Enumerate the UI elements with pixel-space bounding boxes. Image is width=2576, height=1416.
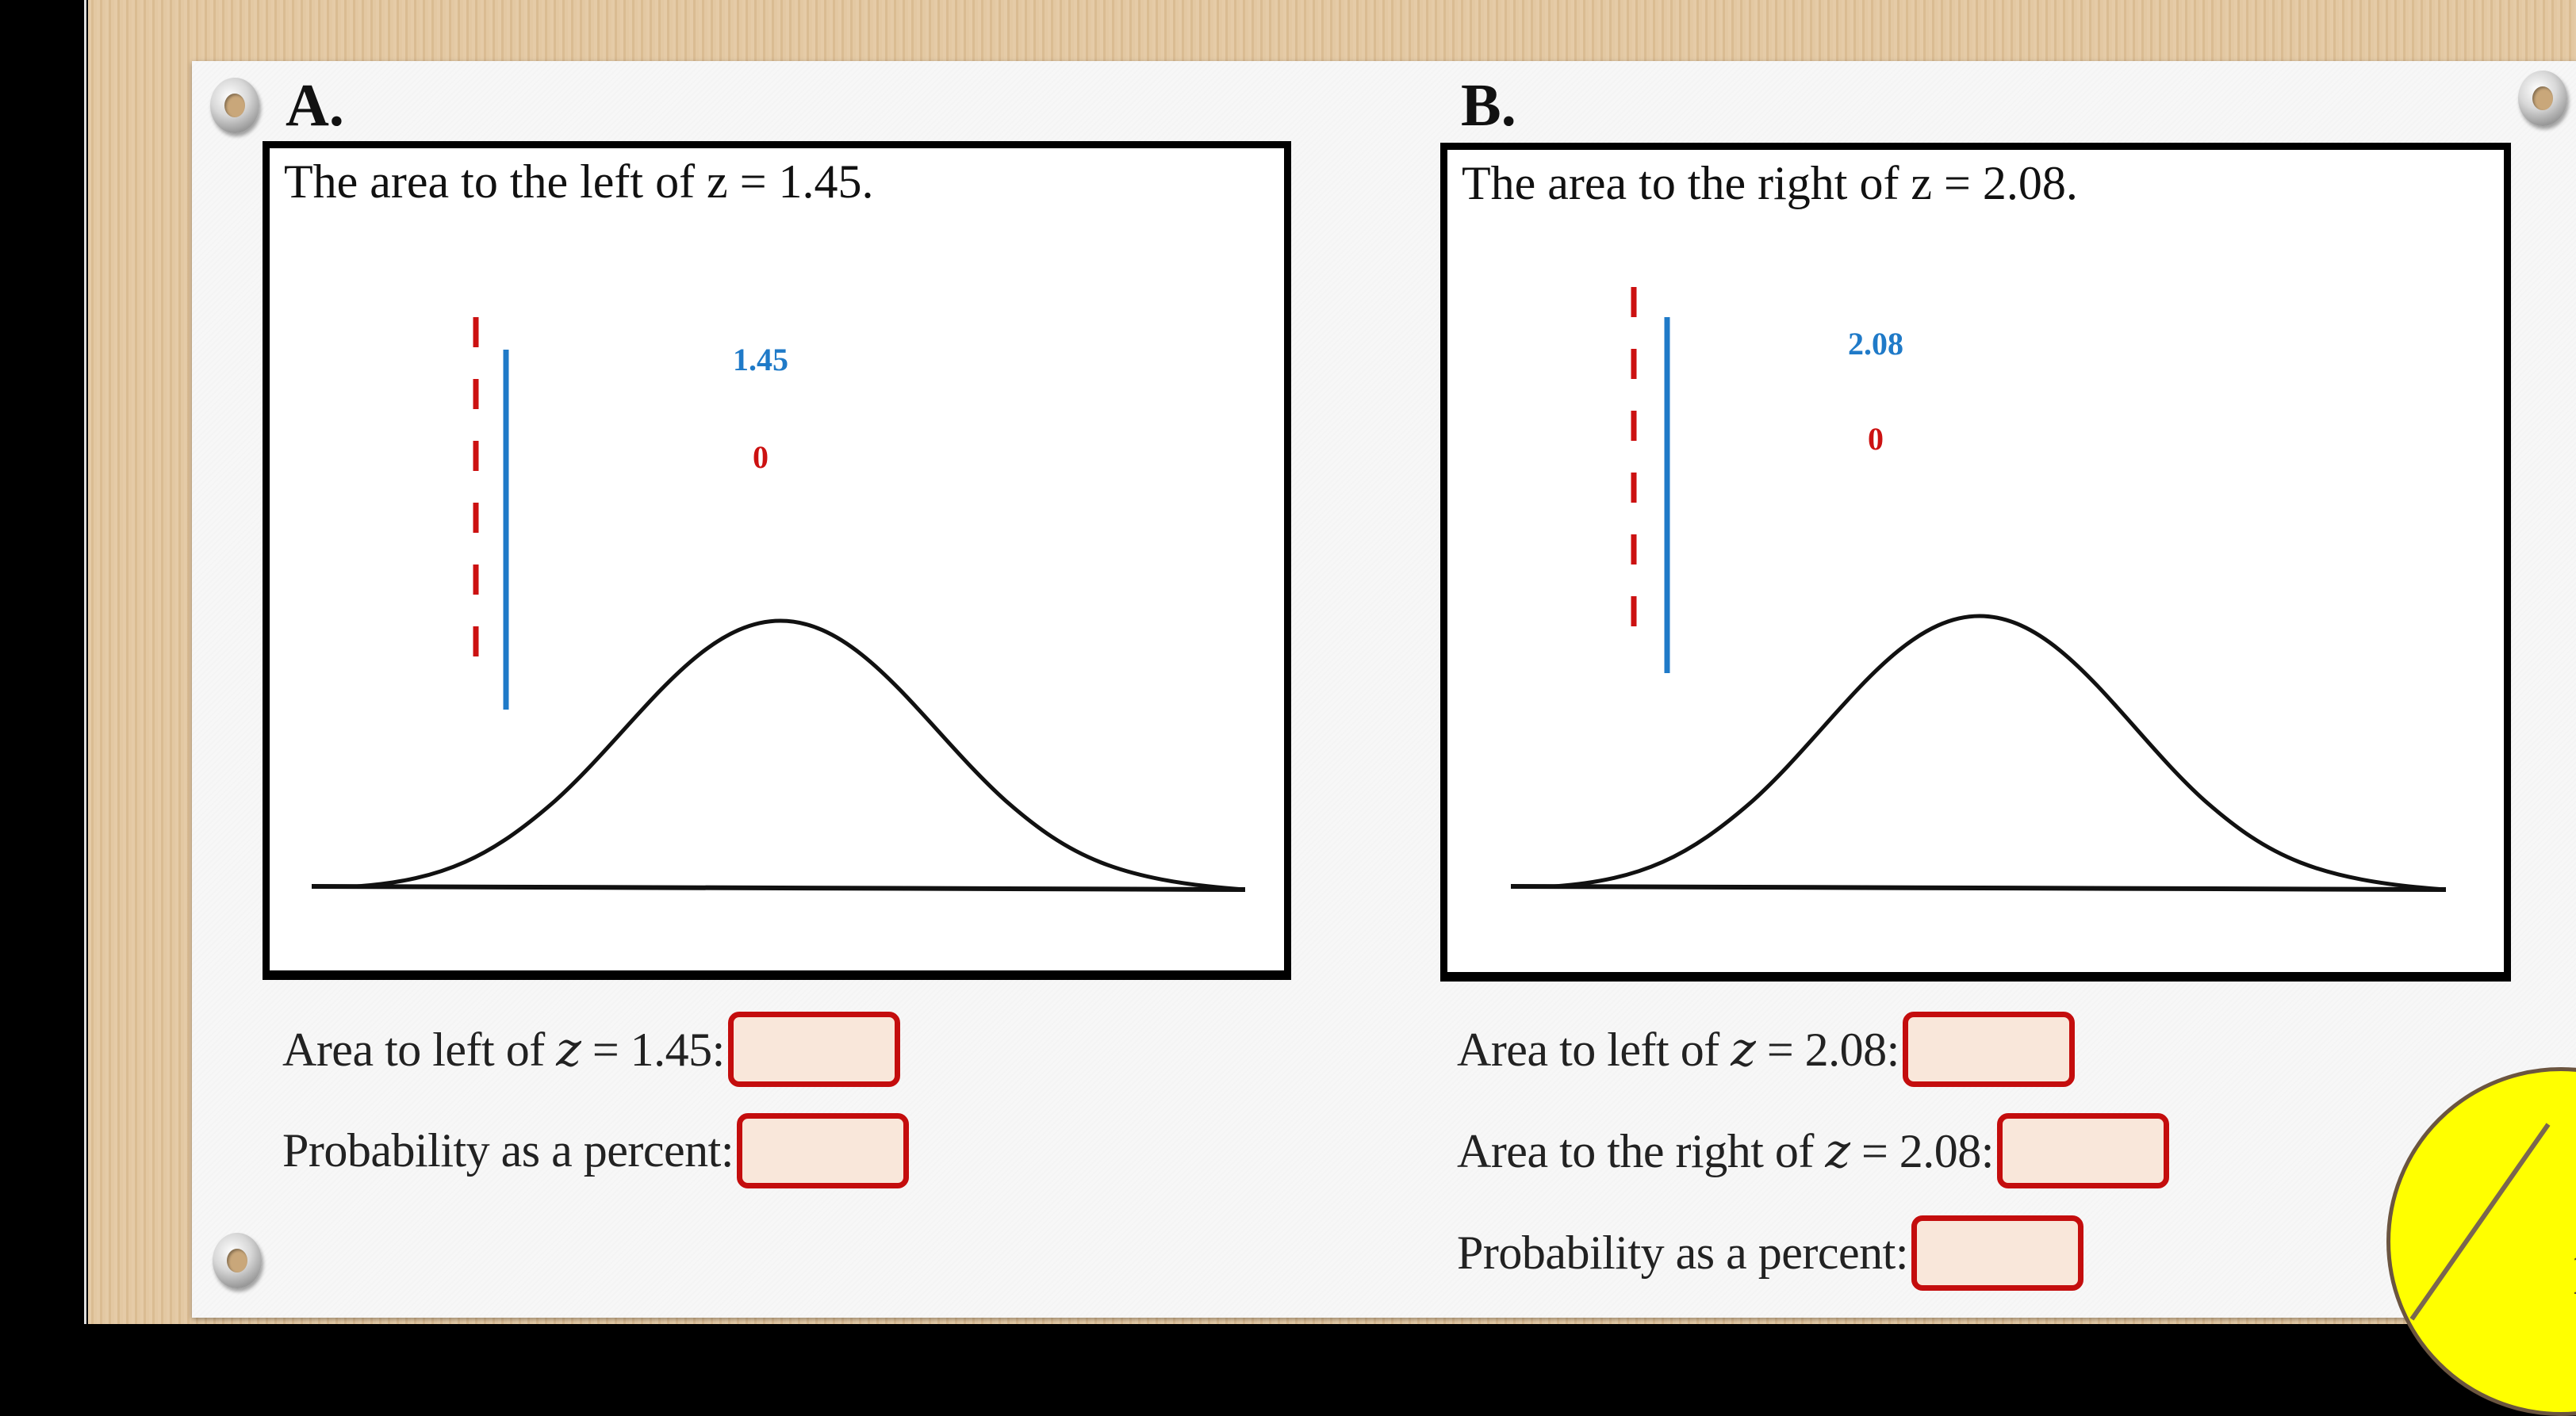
pin-icon [2518, 71, 2567, 126]
problem-a-answer-row-1: Area to left of z = 1.45: [282, 1012, 900, 1087]
problem-b-answer-row-3: Probability as a percent: [1457, 1215, 2083, 1291]
answer-label: Probability as a percent: [1457, 1227, 1908, 1279]
answer-label: Area to left of z = 2.08: [1457, 1021, 1899, 1077]
left-divider-line [84, 0, 86, 1324]
area-left-input[interactable] [1902, 1012, 2075, 1087]
problem-b-answer-row-2: Area to the right of z = 2.08: [1457, 1113, 2169, 1188]
answer-label: Area to left of z = 1.45: [282, 1021, 725, 1077]
probability-percent-input[interactable] [736, 1113, 909, 1188]
pin-icon [210, 78, 259, 133]
problem-a-title: The area to the left of z = 1.45. [284, 155, 874, 208]
problem-a-answer-row-2: Probability as a percent: [282, 1113, 909, 1188]
area-right-input[interactable] [1996, 1113, 2169, 1188]
probability-percent-input[interactable] [1911, 1215, 2083, 1291]
problem-b-answer-row-1: Area to left of z = 2.08: [1457, 1012, 2075, 1087]
answer-label: Area to the right of z = 2.08: [1457, 1123, 1994, 1179]
problem-b-letter: B. [1461, 72, 1516, 139]
answer-label: Probability as a percent: [282, 1124, 734, 1177]
left-black-bar [0, 0, 83, 1324]
pin-icon [213, 1233, 262, 1288]
score-number: 1 [2569, 1238, 2576, 1310]
problem-b-box: The area to the right of z = 2.08. [1440, 143, 2511, 982]
problem-a-box: The area to the left of z = 1.45. [263, 141, 1291, 980]
problem-b-title: The area to the right of z = 2.08. [1462, 157, 2078, 209]
area-left-input[interactable] [727, 1012, 900, 1087]
score-slash [2409, 1123, 2551, 1321]
problem-a-letter: A. [286, 72, 344, 139]
